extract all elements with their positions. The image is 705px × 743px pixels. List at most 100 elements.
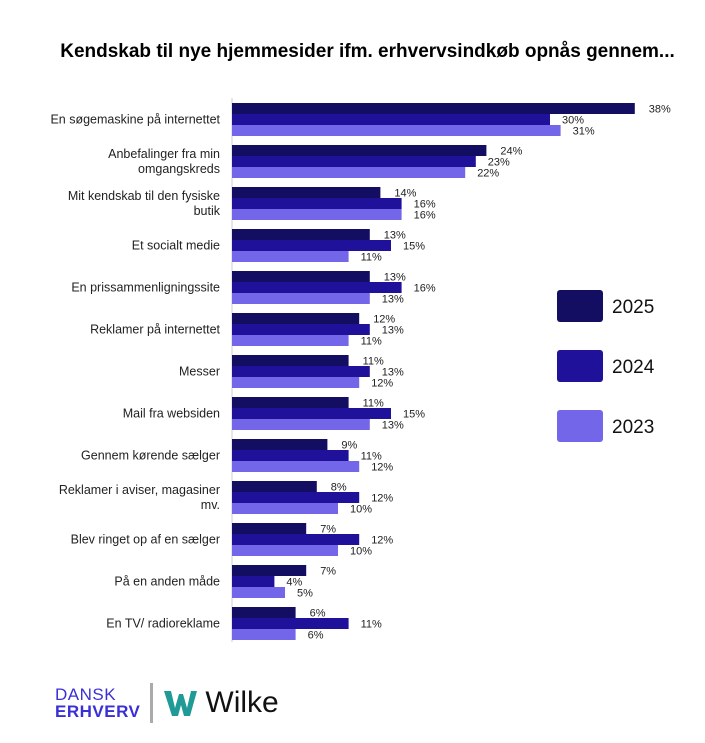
category-label: Reklamer på internettet: [90, 323, 220, 337]
bar-2024: [232, 198, 402, 209]
data-label: 38%: [649, 104, 671, 116]
bar-2024: [232, 282, 402, 293]
category-label: En søgemaskine på internettet: [50, 113, 220, 127]
bar-2025: [232, 565, 307, 576]
data-label: 22%: [477, 168, 499, 180]
bar-2025: [232, 481, 317, 492]
bar-2024: [232, 366, 370, 377]
category-label: En TV/ radioreklame: [106, 617, 220, 631]
data-label: 30%: [562, 115, 584, 127]
data-label: 11%: [361, 336, 382, 348]
category-label: Mit kendskab til den fysiske butik: [68, 189, 221, 218]
bar-2023: [232, 545, 338, 556]
bar-chart: En søgemaskine på internettet 38% 30%31% An…: [50, 98, 671, 642]
data-label: 7%: [320, 566, 336, 578]
bar-2024: [232, 450, 349, 461]
bar-2023: [232, 461, 360, 472]
data-label: 24%: [500, 146, 522, 158]
data-label: 4%: [286, 577, 302, 589]
legend-label: 2024: [612, 357, 655, 378]
data-label: 11%: [361, 252, 382, 264]
bar-2023: [232, 419, 370, 430]
data-label: 13%: [382, 325, 404, 337]
wilke-w-icon: [164, 691, 198, 716]
bar-2025: [232, 229, 370, 240]
bar-2025: [232, 313, 360, 324]
bar-2023: [232, 125, 561, 136]
bar-2025: [232, 439, 328, 450]
category-label: Messer: [179, 365, 220, 379]
data-label: 11%: [361, 451, 382, 463]
bar-2025: [232, 397, 349, 408]
data-label: 12%: [371, 378, 393, 390]
legend-swatch-2025: [557, 290, 603, 322]
bar-2024: [232, 576, 275, 587]
data-label: 13%: [382, 294, 404, 306]
data-label: 7%: [320, 524, 336, 536]
bar-2023: [232, 377, 360, 388]
bar-2024: [232, 114, 550, 125]
bar-2025: [232, 523, 307, 534]
bar-2025: [232, 145, 487, 156]
bar-2023: [232, 503, 338, 514]
data-label: 5%: [297, 588, 313, 600]
data-label: 13%: [382, 420, 404, 432]
bar-2025: [232, 103, 635, 114]
data-label: 16%: [414, 199, 436, 211]
data-label: 12%: [371, 535, 393, 547]
bar-2024: [232, 240, 391, 251]
legend-swatch-2024: [557, 350, 603, 382]
data-label: 16%: [414, 210, 436, 222]
category-label: En prissammenligningssite: [71, 281, 220, 295]
data-label: 13%: [384, 272, 406, 284]
wilke-logo-text: Wilke: [205, 686, 279, 719]
data-label: 31%: [573, 126, 595, 138]
bar-2024: [232, 492, 360, 503]
category-label: Et socialt medie: [132, 239, 220, 253]
bar-2024: [232, 324, 370, 335]
bar-2024: [232, 534, 360, 545]
data-label: 8%: [331, 482, 347, 494]
legend-label: 2023: [612, 417, 654, 438]
data-label: 9%: [341, 440, 357, 452]
category-label: På en anden måde: [114, 575, 220, 589]
data-label: 12%: [371, 493, 393, 505]
data-label: 14%: [394, 188, 416, 200]
data-label: 12%: [371, 462, 393, 474]
chart-title: Kendskab til nye hjemmesider ifm. erhver…: [60, 41, 675, 62]
data-label: 11%: [363, 356, 384, 368]
legend-label: 2025: [612, 297, 654, 318]
data-label: 13%: [382, 367, 404, 379]
bar-2023: [232, 293, 370, 304]
bar-2023: [232, 167, 466, 178]
data-label: 15%: [403, 409, 425, 421]
category-label: Gennem kørende sælger: [81, 449, 220, 463]
logo-divider: [150, 683, 154, 723]
bar-2023: [232, 251, 349, 262]
bar-2024: [232, 618, 349, 629]
data-label: 6%: [308, 630, 324, 642]
data-label: 6%: [310, 608, 326, 620]
footer-logos: DANSK ERHVERV Wilke: [55, 683, 279, 723]
bar-2023: [232, 587, 285, 598]
category-label: Blev ringet op af en sælger: [71, 533, 220, 547]
bar-2023: [232, 209, 402, 220]
bar-2023: [232, 335, 349, 346]
bar-2024: [232, 408, 391, 419]
data-label: 13%: [384, 230, 406, 242]
logo-text-dansk: DANSK: [55, 685, 117, 704]
category-label: Reklamer i aviser, magasiner mv.: [59, 483, 220, 512]
category-label: Mail fra websiden: [123, 407, 220, 421]
data-label: 11%: [363, 398, 384, 410]
data-label: 10%: [350, 504, 372, 516]
dansk-erhverv-logo: DANSK ERHVERV: [55, 686, 140, 720]
data-label: 12%: [373, 314, 395, 326]
data-label: 15%: [403, 241, 425, 253]
data-label: 23%: [488, 157, 510, 169]
category-label: Anbefalinger fra min omgangskreds: [108, 147, 220, 176]
bar-2025: [232, 607, 296, 618]
data-label: 10%: [350, 546, 372, 558]
bar-2025: [232, 355, 349, 366]
legend-swatch-2023: [557, 410, 603, 442]
logo-text-erhverv: ERHVERV: [55, 702, 141, 721]
